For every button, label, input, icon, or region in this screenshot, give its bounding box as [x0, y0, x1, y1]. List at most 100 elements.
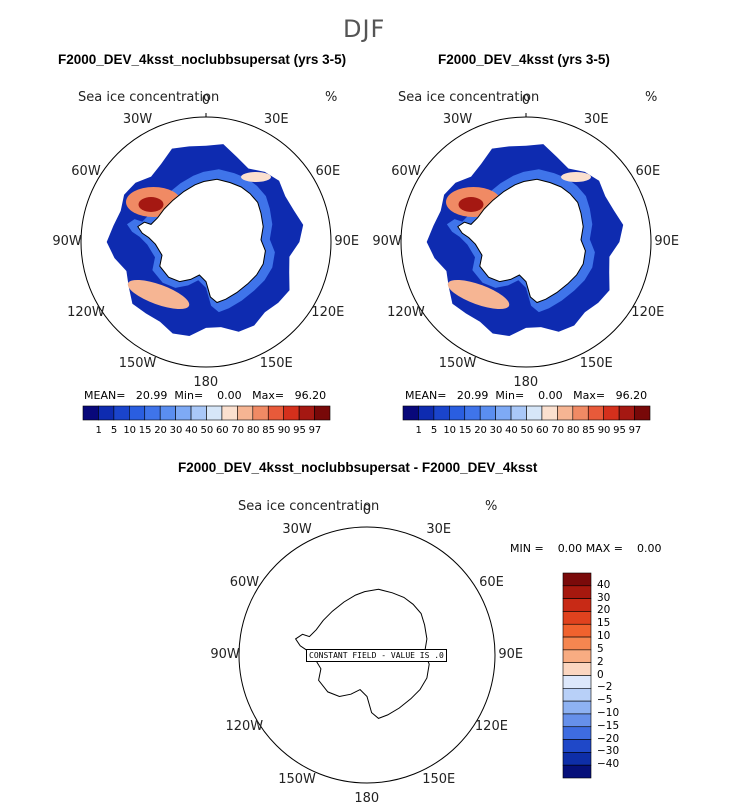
panel-2-antarctica-coastline — [457, 178, 586, 304]
panel-3-colorbar-cell — [562, 585, 592, 599]
panel-1-colorbar-cell — [129, 405, 146, 421]
panel-2-mean-value: 20.99 — [456, 389, 489, 402]
panel-2-lon-label: 180 — [513, 375, 539, 390]
panel-1-lon-label: 90E — [334, 234, 360, 249]
panel-2-lon-label: 120W — [387, 304, 425, 320]
panel-3-colorbar-tick-label: −15 — [597, 719, 620, 732]
panel-2-colorbar-tick-label: 50 — [520, 425, 534, 436]
panel-3-min-label: MIN = — [510, 542, 544, 555]
panel-3-lon-label: 60W — [229, 575, 260, 590]
panel-2-min-label: Min= — [495, 389, 525, 402]
panel-1-colorbar-cell — [298, 405, 315, 421]
panel-2-colorbar-cell — [618, 405, 635, 421]
panel-1-colorbar-cell — [267, 405, 284, 421]
panel-2-colorbar-tick-label: 97 — [628, 425, 642, 436]
panel-3-colorbar-tick-label: 0 — [597, 668, 604, 681]
panel-3-colorbar-cell — [562, 611, 592, 625]
season-title: DJF — [343, 15, 386, 43]
panel-2-lon-label: 150W — [438, 356, 477, 372]
panel-1-colorbar-tick-label: 40 — [185, 425, 198, 436]
panel-2-units-label: % — [645, 90, 658, 105]
panel-2-colorbar-tick-label: 70 — [551, 425, 565, 436]
panel-2-colorbar-cell — [479, 405, 496, 421]
panel-3-colorbar-tick-label: −10 — [597, 706, 620, 719]
panel-3-colorbar-cell — [562, 764, 592, 779]
panel-2-mean-label: MEAN= — [405, 389, 447, 402]
panel-2-ross-ice-high — [447, 279, 510, 310]
panel-3-colorbar-tick-label: 2 — [597, 655, 604, 668]
panel-2-map-group — [400, 113, 652, 368]
panel-3-colorbar-cell — [562, 726, 592, 740]
panel-3-lon-label: 90W — [210, 647, 240, 662]
panel-1-lon-label: 30E — [263, 111, 289, 127]
panel-2-colorbar-cell — [526, 405, 543, 421]
panel-2-colorbar-cell — [603, 405, 620, 421]
panel-3-colorbar-cell — [562, 688, 592, 702]
panel-2-stats: MEAN= 20.99 Min= 0.00 Max= 96.20 — [405, 389, 647, 402]
panel-2-lon-label: 150E — [579, 356, 613, 372]
panel-3-colorbar-cell — [562, 739, 592, 753]
panel-2-weddell-ice-max — [458, 197, 484, 212]
panel-1-colorbar-tick-label: 5 — [110, 425, 118, 436]
panel-2-title: F2000_DEV_4ksst (yrs 3-5) — [438, 52, 610, 67]
panel-3-colorbar-cell — [562, 675, 592, 689]
panel-2-colorbar-tick-label: 85 — [582, 425, 595, 436]
panel-1-colorbar-cell — [252, 405, 269, 421]
panel-2-colorbar-cell — [464, 405, 481, 421]
panel-1-colorbar-cell — [159, 405, 176, 421]
panel-1-colorbar-tick-label: 90 — [277, 425, 291, 436]
panel-1-lon-label: 120W — [67, 304, 105, 320]
panel-3-colorbar-cell — [562, 636, 592, 651]
panel-3-colorbar-tick-label: 40 — [597, 578, 611, 591]
panel-2-colorbar-tick-label: 30 — [489, 425, 503, 436]
panel-2-lon-label: 0 — [521, 93, 531, 108]
panel-2-colorbar-tick-label: 80 — [566, 425, 580, 436]
panel-3-lon-label: 30E — [426, 522, 452, 538]
panel-3-title: F2000_DEV_4ksst_noclubbsupersat - F2000_… — [178, 460, 538, 475]
panel-1-colorbar-tick-label: 70 — [231, 425, 245, 436]
panel-2-colorbar-tick-label: 10 — [443, 425, 457, 436]
panel-1-min-value: 0.00 — [217, 389, 242, 402]
panel-1-colorbar-tick-label: 10 — [123, 425, 137, 436]
panel-3-min-value: 0.00 — [557, 542, 583, 555]
panel-2-colorbar-tick-label: 60 — [535, 425, 549, 436]
constant-field-annotation: CONSTANT FIELD - VALUE IS .0 — [306, 649, 447, 662]
panel-2-colorbar-cell — [418, 405, 435, 421]
panel-1-colorbar-cell — [237, 405, 254, 421]
panel-2-colorbar-cell — [402, 405, 419, 421]
panel-3-lon-label: 120W — [225, 719, 264, 734]
panel-1-colorbar-cell — [98, 405, 115, 421]
panel-1-lon-label: 60E — [315, 163, 341, 179]
panel-1-colorbar-cell — [144, 405, 161, 421]
panel-1-colorbar-cell — [283, 405, 300, 421]
panel-1-colorbar-tick-label: 20 — [154, 425, 167, 436]
panel-1-colorbar-tick-label: 97 — [308, 425, 322, 436]
panel-2-colorbar-tick-label: 15 — [458, 425, 472, 436]
panel-2-colorbar-tick-label: 95 — [613, 425, 626, 436]
panel-3-lon-label: 90E — [498, 647, 524, 662]
panel-3-colorbar-tick-label: −2 — [597, 681, 613, 694]
panel-1-antarctica-coastline — [137, 178, 266, 304]
panel-2-colorbar-tick-label: 1 — [415, 425, 422, 436]
panel-2-max-label: Max= — [573, 389, 606, 402]
panel-2-eastern-ice — [561, 172, 591, 182]
panel-1-colorbar-cell — [206, 405, 223, 421]
panel-1-stats: MEAN= 20.99 Min= 0.00 Max= 96.20 — [84, 389, 326, 402]
panel-3-lon-label: 150E — [422, 771, 456, 787]
panel-3-colorbar-tick-label: −20 — [597, 732, 620, 745]
panel-1-colorbar-cell — [175, 405, 192, 421]
panel-1-colorbar-cell — [221, 405, 238, 421]
panel-1-variable-label: Sea ice concentration — [78, 90, 220, 105]
panel-3-colorbar-cell — [562, 752, 592, 766]
panel-1-colorbar-tick-label: 30 — [169, 425, 183, 436]
panel-3-colorbar-tick-label: −5 — [597, 694, 613, 707]
panel-1-colorbar-cell — [314, 405, 331, 421]
panel-1-lon-label: 150W — [118, 356, 157, 372]
panel-1-max-value: 96.20 — [294, 389, 327, 402]
panel-2-colorbar-cell — [495, 405, 512, 421]
panel-1-colorbar-cell — [113, 405, 130, 421]
panel-2-lon-label: 30E — [583, 111, 609, 127]
panel-2-lon-label: 30W — [442, 111, 473, 127]
